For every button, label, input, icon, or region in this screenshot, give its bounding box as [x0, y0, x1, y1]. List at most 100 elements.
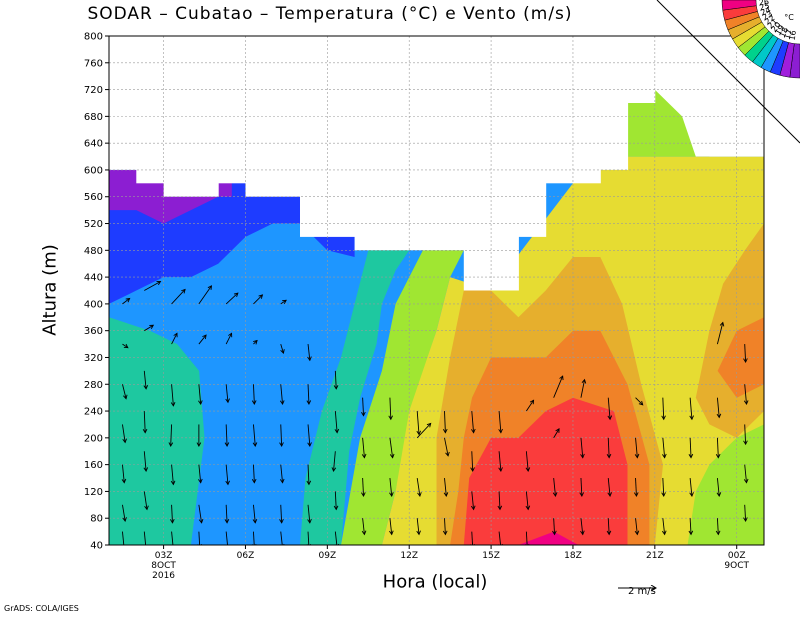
- wind-vector-shaft-0: [122, 298, 130, 305]
- wind-vector-shaft-95: [580, 518, 584, 535]
- wind-vector-head-56: [334, 428, 340, 434]
- wind-vector-head-76: [471, 428, 476, 434]
- wind-vector-shaft-100: [635, 397, 644, 406]
- colorbar-unit: °C: [784, 13, 794, 22]
- wind-vector-head-5: [122, 517, 127, 522]
- wind-vector-65: [389, 437, 395, 459]
- wind-vector-91: [552, 518, 557, 536]
- wind-vector-shaft-58: [334, 491, 337, 510]
- wind-vector-23: [198, 384, 203, 405]
- x-tick-label-1-0: 06Z: [237, 551, 255, 561]
- wind-vector-shaft-2: [122, 384, 127, 399]
- wind-vector-shaft-119: [744, 424, 747, 445]
- wind-vector-shaft-81: [498, 451, 502, 472]
- wind-vector-116: [715, 518, 721, 536]
- wind-vector-shaft-14: [171, 289, 186, 305]
- wind-vector-shaft-65: [389, 437, 394, 458]
- wind-vector-shaft-113: [716, 397, 720, 418]
- wind-vector-shaft-102: [635, 478, 637, 497]
- wind-vector-shaft-116: [716, 518, 719, 535]
- wind-vector-head-34: [226, 546, 230, 550]
- wind-vector-shaft-20: [171, 531, 174, 545]
- y-tick-label-15: 640: [84, 139, 103, 150]
- colorbar-level-2: 18: [778, 26, 790, 39]
- wind-vector-46: [279, 464, 285, 484]
- no-data-cell-1: [136, 36, 165, 184]
- wind-vector-80: [498, 411, 503, 434]
- wind-vector-shaft-18: [171, 464, 174, 485]
- wind-vector-shaft-25: [198, 464, 202, 483]
- wind-vector-86: [525, 491, 531, 511]
- wind-vector-38: [252, 424, 258, 447]
- wind-vector-shaft-12: [143, 491, 148, 510]
- wind-vector-head-57: [331, 467, 337, 472]
- wind-vector-shaft-44: [280, 384, 283, 405]
- wind-vector-shaft-71: [416, 518, 420, 535]
- colorbar-level-0: 16: [788, 30, 798, 41]
- wind-vector-45: [279, 424, 284, 447]
- wind-vector-66: [389, 477, 394, 497]
- wind-vector-21: [198, 285, 213, 305]
- wind-vector-shaft-23: [198, 384, 202, 405]
- wind-vector-head-2: [123, 394, 128, 400]
- wind-reference-arrow: [618, 585, 657, 592]
- wind-vector-89: [553, 428, 560, 439]
- wind-vector-79: [470, 531, 475, 545]
- wind-vector-36: [253, 339, 258, 345]
- wind-vector-head-8: [149, 324, 155, 329]
- wind-vector-shaft-59: [334, 531, 338, 545]
- wind-vector-head-36: [253, 339, 258, 345]
- wind-vector-15: [171, 332, 178, 345]
- wind-vector-shaft-107: [662, 518, 666, 535]
- wind-vector-head-32: [225, 480, 230, 486]
- wind-vector-head-74: [443, 492, 449, 497]
- wind-vector-head-117: [743, 358, 748, 364]
- wind-vector-64: [388, 397, 393, 421]
- wind-vector-50: [306, 384, 312, 406]
- wind-vector-98: [607, 477, 613, 497]
- wind-vector-73: [444, 437, 450, 457]
- colorbar-level-9: 25: [758, 1, 770, 12]
- wind-vector-33: [224, 504, 230, 524]
- wind-vector-head-73: [445, 451, 450, 457]
- wind-vector-shaft-16: [171, 384, 174, 406]
- wind-vector-head-51: [307, 442, 312, 447]
- wind-vector-head-37: [251, 400, 257, 406]
- wind-vector-head-12: [144, 505, 149, 511]
- colorbar-level-10: 26: [758, 0, 769, 7]
- wind-vector-head-106: [661, 492, 666, 497]
- wind-vector-56: [334, 411, 340, 434]
- wind-vector-72: [442, 411, 448, 434]
- wind-vector-shaft-104: [662, 397, 665, 420]
- wind-vector-shaft-35: [253, 294, 263, 305]
- wind-vector-head-14: [181, 288, 186, 294]
- wind-vector-53: [307, 504, 312, 524]
- wind-vector-head-15: [173, 332, 178, 338]
- wind-vector-shaft-48: [280, 531, 283, 545]
- wind-vector-shaft-47: [280, 504, 283, 523]
- wind-vector-head-84: [529, 399, 535, 405]
- y-tick-label-17: 720: [84, 85, 103, 96]
- wind-vector-shaft-28: [225, 292, 239, 305]
- wind-vector-head-68: [416, 430, 422, 436]
- wind-vector-shaft-117: [744, 344, 747, 363]
- wind-vector-head-108: [689, 415, 694, 421]
- wind-vector-5: [122, 504, 127, 522]
- no-data-cell-4: [218, 36, 246, 184]
- wind-vector-head-118: [743, 400, 749, 405]
- wind-vector-shaft-90: [553, 477, 556, 497]
- temperature-band-3: [109, 317, 205, 545]
- wind-vector-75: [442, 518, 448, 536]
- wind-vector-head-92: [581, 378, 587, 384]
- no-data-cell-8: [327, 36, 356, 237]
- wind-vector-115: [716, 477, 722, 497]
- wind-vector-head-98: [607, 492, 613, 497]
- wind-vector-shaft-85: [525, 451, 529, 472]
- x-tick-label-3-0: 12Z: [400, 551, 418, 561]
- wind-vector-shaft-9: [143, 370, 147, 389]
- wind-vector-54: [306, 531, 312, 545]
- wind-vector-96: [607, 397, 613, 421]
- wind-vector-108: [689, 397, 694, 421]
- wind-vector-head-62: [361, 492, 366, 497]
- wind-vector-head-116: [715, 530, 721, 536]
